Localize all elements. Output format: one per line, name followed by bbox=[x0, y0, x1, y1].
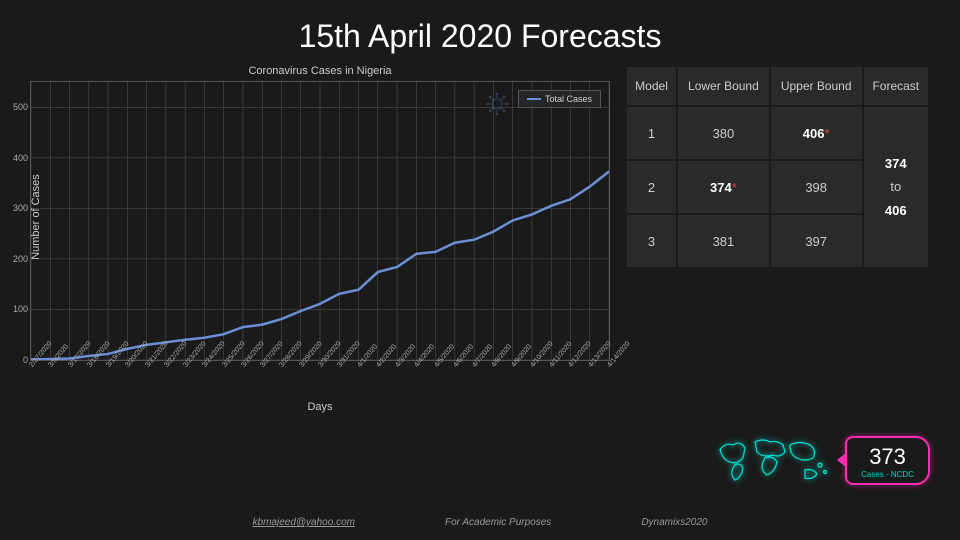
world-map-icon bbox=[705, 430, 835, 490]
table-cell: 398 bbox=[771, 161, 862, 213]
main-content: Coronavirus Cases in Nigeria Number of C… bbox=[0, 65, 960, 413]
table-cell: 406* bbox=[771, 107, 862, 159]
line-chart bbox=[31, 82, 609, 360]
footer-note: For Academic Purposes bbox=[445, 517, 551, 528]
forecast-table: ModelLower BoundUpper BoundForecast 1380… bbox=[625, 65, 930, 269]
table-header: Model bbox=[627, 67, 676, 105]
y-ticks: 0100200300400500 bbox=[3, 82, 28, 360]
table-header: Lower Bound bbox=[678, 67, 769, 105]
table-cell: 374* bbox=[678, 161, 769, 213]
table-cell: 397 bbox=[771, 215, 862, 267]
table-cell: 3 bbox=[627, 215, 676, 267]
virus-icon bbox=[485, 92, 509, 116]
footer-brand: Dynamixs2020 bbox=[641, 517, 707, 528]
badge-label: Cases - NCDC bbox=[861, 470, 914, 479]
footer: kbmajeed@yahoo.com For Academic Purposes… bbox=[0, 517, 960, 528]
table-header: Upper Bound bbox=[771, 67, 862, 105]
forecast-table-area: ModelLower BoundUpper BoundForecast 1380… bbox=[625, 65, 930, 413]
table-header: Forecast bbox=[864, 67, 928, 105]
y-axis-label: Number of Cases bbox=[30, 174, 42, 260]
x-ticks: 2/27/20203/9/20203/17/20203/18/20203/19/… bbox=[31, 363, 609, 398]
chart-box: Number of Cases 0100200300400500 Total C… bbox=[30, 81, 610, 361]
legend-swatch bbox=[527, 98, 541, 100]
table-cell: 2 bbox=[627, 161, 676, 213]
x-axis-label: Days bbox=[30, 401, 610, 413]
table-cell: 1 bbox=[627, 107, 676, 159]
chart-title: Coronavirus Cases in Nigeria bbox=[30, 65, 610, 77]
page-title: 15th April 2020 Forecasts bbox=[0, 0, 960, 65]
table-cell: 381 bbox=[678, 215, 769, 267]
forecast-summary: 374to406 bbox=[864, 107, 928, 267]
legend-label: Total Cases bbox=[545, 94, 592, 104]
badge-area: 373 Cases - NCDC bbox=[705, 430, 930, 490]
legend: Total Cases bbox=[518, 90, 601, 108]
badge-number: 373 bbox=[861, 444, 914, 470]
table-cell: 380 bbox=[678, 107, 769, 159]
chart-area: Coronavirus Cases in Nigeria Number of C… bbox=[30, 65, 610, 413]
footer-email[interactable]: kbmajeed@yahoo.com bbox=[253, 517, 355, 528]
case-count-badge: 373 Cases - NCDC bbox=[845, 436, 930, 485]
